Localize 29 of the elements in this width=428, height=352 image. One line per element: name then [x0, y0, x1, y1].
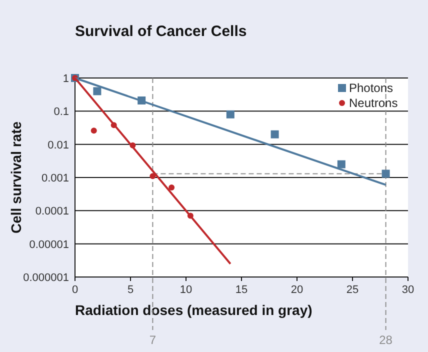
x-tick-label: 20 [290, 284, 304, 296]
y-tick-label: 0.01 [48, 139, 69, 152]
point [226, 110, 234, 118]
point [150, 173, 156, 180]
point [337, 160, 346, 168]
legend-label: Photons [349, 81, 394, 95]
y-tick-label: 0.1 [54, 106, 69, 118]
x-axis-title: Radiation doses (measured in gray) [75, 302, 312, 318]
x-tick-label: 25 [346, 284, 359, 296]
y-tick-label: 0.0001 [35, 206, 69, 218]
point [382, 170, 390, 178]
y-tick-label: 0.000001 [23, 272, 69, 284]
y-tick-label: 1 [62, 73, 69, 85]
y-axis-title: Cell survival rate [8, 121, 24, 234]
legend-label: Neutrons [349, 96, 398, 110]
point [168, 184, 175, 190]
point [93, 87, 102, 96]
x-tick-label: 15 [235, 284, 248, 296]
x-tick-label: 0 [72, 284, 78, 296]
x-tick-label: 5 [127, 284, 134, 296]
point [90, 128, 97, 134]
point [270, 130, 279, 138]
ref-line-label: 28 [379, 333, 393, 347]
ref-line-label: 7 [149, 333, 156, 347]
y-tick-label: 0.001 [41, 172, 69, 184]
x-tick-label: 10 [180, 284, 192, 296]
chart-title: Survival of Cancer Cells [75, 23, 247, 40]
y-tick-label: 0.00001 [29, 238, 69, 251]
x-tick-label: 30 [402, 284, 414, 296]
